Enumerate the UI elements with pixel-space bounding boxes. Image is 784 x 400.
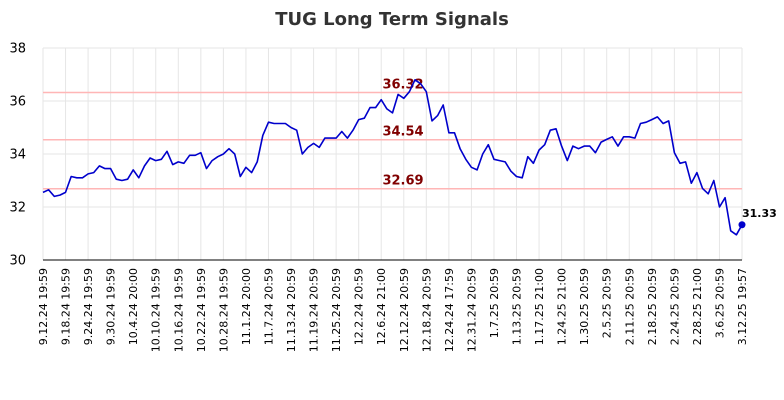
x-tick-label: 12.18.24 20:59: [420, 268, 433, 352]
signal-label: 34.54: [382, 125, 423, 140]
x-tick-label: 2.5.25 20:59: [601, 268, 614, 338]
x-tick-label: 1.13.25 20:59: [511, 268, 524, 345]
x-tick-label: 2.24.25 20:59: [668, 268, 681, 345]
x-tick-label: 3.12.25 19:57: [736, 268, 749, 345]
x-tick-label: 1.24.25 21:00: [556, 268, 569, 345]
y-tick-label: 30: [9, 254, 26, 269]
x-tick-label: 1.7.25 20:59: [488, 268, 501, 338]
x-tick-label: 9.30.24 19:59: [105, 268, 118, 345]
x-tick-label: 10.10.24 19:59: [150, 268, 163, 352]
x-tick-label: 12.12.24 20:59: [398, 268, 411, 352]
y-tick-label: 34: [9, 148, 26, 163]
x-tick-label: 11.1.24 20:00: [240, 268, 253, 345]
price-series: 31.33: [43, 80, 777, 235]
x-tick-label: 11.25.24 20:59: [330, 268, 343, 352]
price-line: [43, 80, 742, 235]
y-axis: 30 32 34 36 38: [9, 42, 26, 269]
x-tick-label: 1.30.25 20:59: [578, 268, 591, 345]
x-tick-label: 3.6.25 20:59: [713, 268, 726, 338]
x-tick-label: 12.31.24 20:59: [465, 268, 478, 352]
signal-label: 32.69: [382, 174, 423, 189]
x-tick-label: 1.17.25 21:00: [533, 268, 546, 345]
x-tick-label: 2.28.25 21:00: [691, 268, 704, 345]
y-tick-label: 38: [9, 42, 26, 57]
y-tick-label: 36: [9, 95, 26, 110]
x-tick-label: 11.19.24 20:59: [308, 268, 321, 352]
x-tick-label: 10.22.24 19:59: [195, 268, 208, 352]
chart-title: TUG Long Term Signals: [275, 9, 509, 30]
x-axis: 9.12.24 19:59 9.18.24 19:59 9.24.24 19:59 9…: [37, 260, 749, 352]
x-tick-label: 10.4.24 20:00: [127, 268, 140, 345]
last-point-marker: [739, 221, 746, 228]
x-tick-label: 9.18.24 19:59: [60, 268, 73, 345]
x-tick-label: 12.2.24 20:59: [353, 268, 366, 345]
x-tick-label: 2.11.25 20:59: [623, 268, 636, 345]
x-tick-label: 2.18.25 20:59: [646, 268, 659, 345]
x-tick-label: 12.6.24 21:00: [375, 268, 388, 345]
y-tick-label: 32: [9, 201, 26, 216]
last-value-label: 31.33: [742, 207, 777, 220]
x-tick-label: 10.28.24 19:59: [217, 268, 230, 352]
x-tick-label: 11.13.24 20:59: [285, 268, 298, 352]
x-tick-label: 11.7.24 20:59: [262, 268, 275, 345]
x-tick-label: 12.24.24 17:59: [443, 268, 456, 352]
x-tick-label: 9.24.24 19:59: [82, 268, 95, 345]
signal-label: 36.32: [382, 78, 423, 93]
x-tick-label: 10.16.24 19:59: [172, 268, 185, 352]
x-tick-label: 9.12.24 19:59: [37, 268, 50, 345]
